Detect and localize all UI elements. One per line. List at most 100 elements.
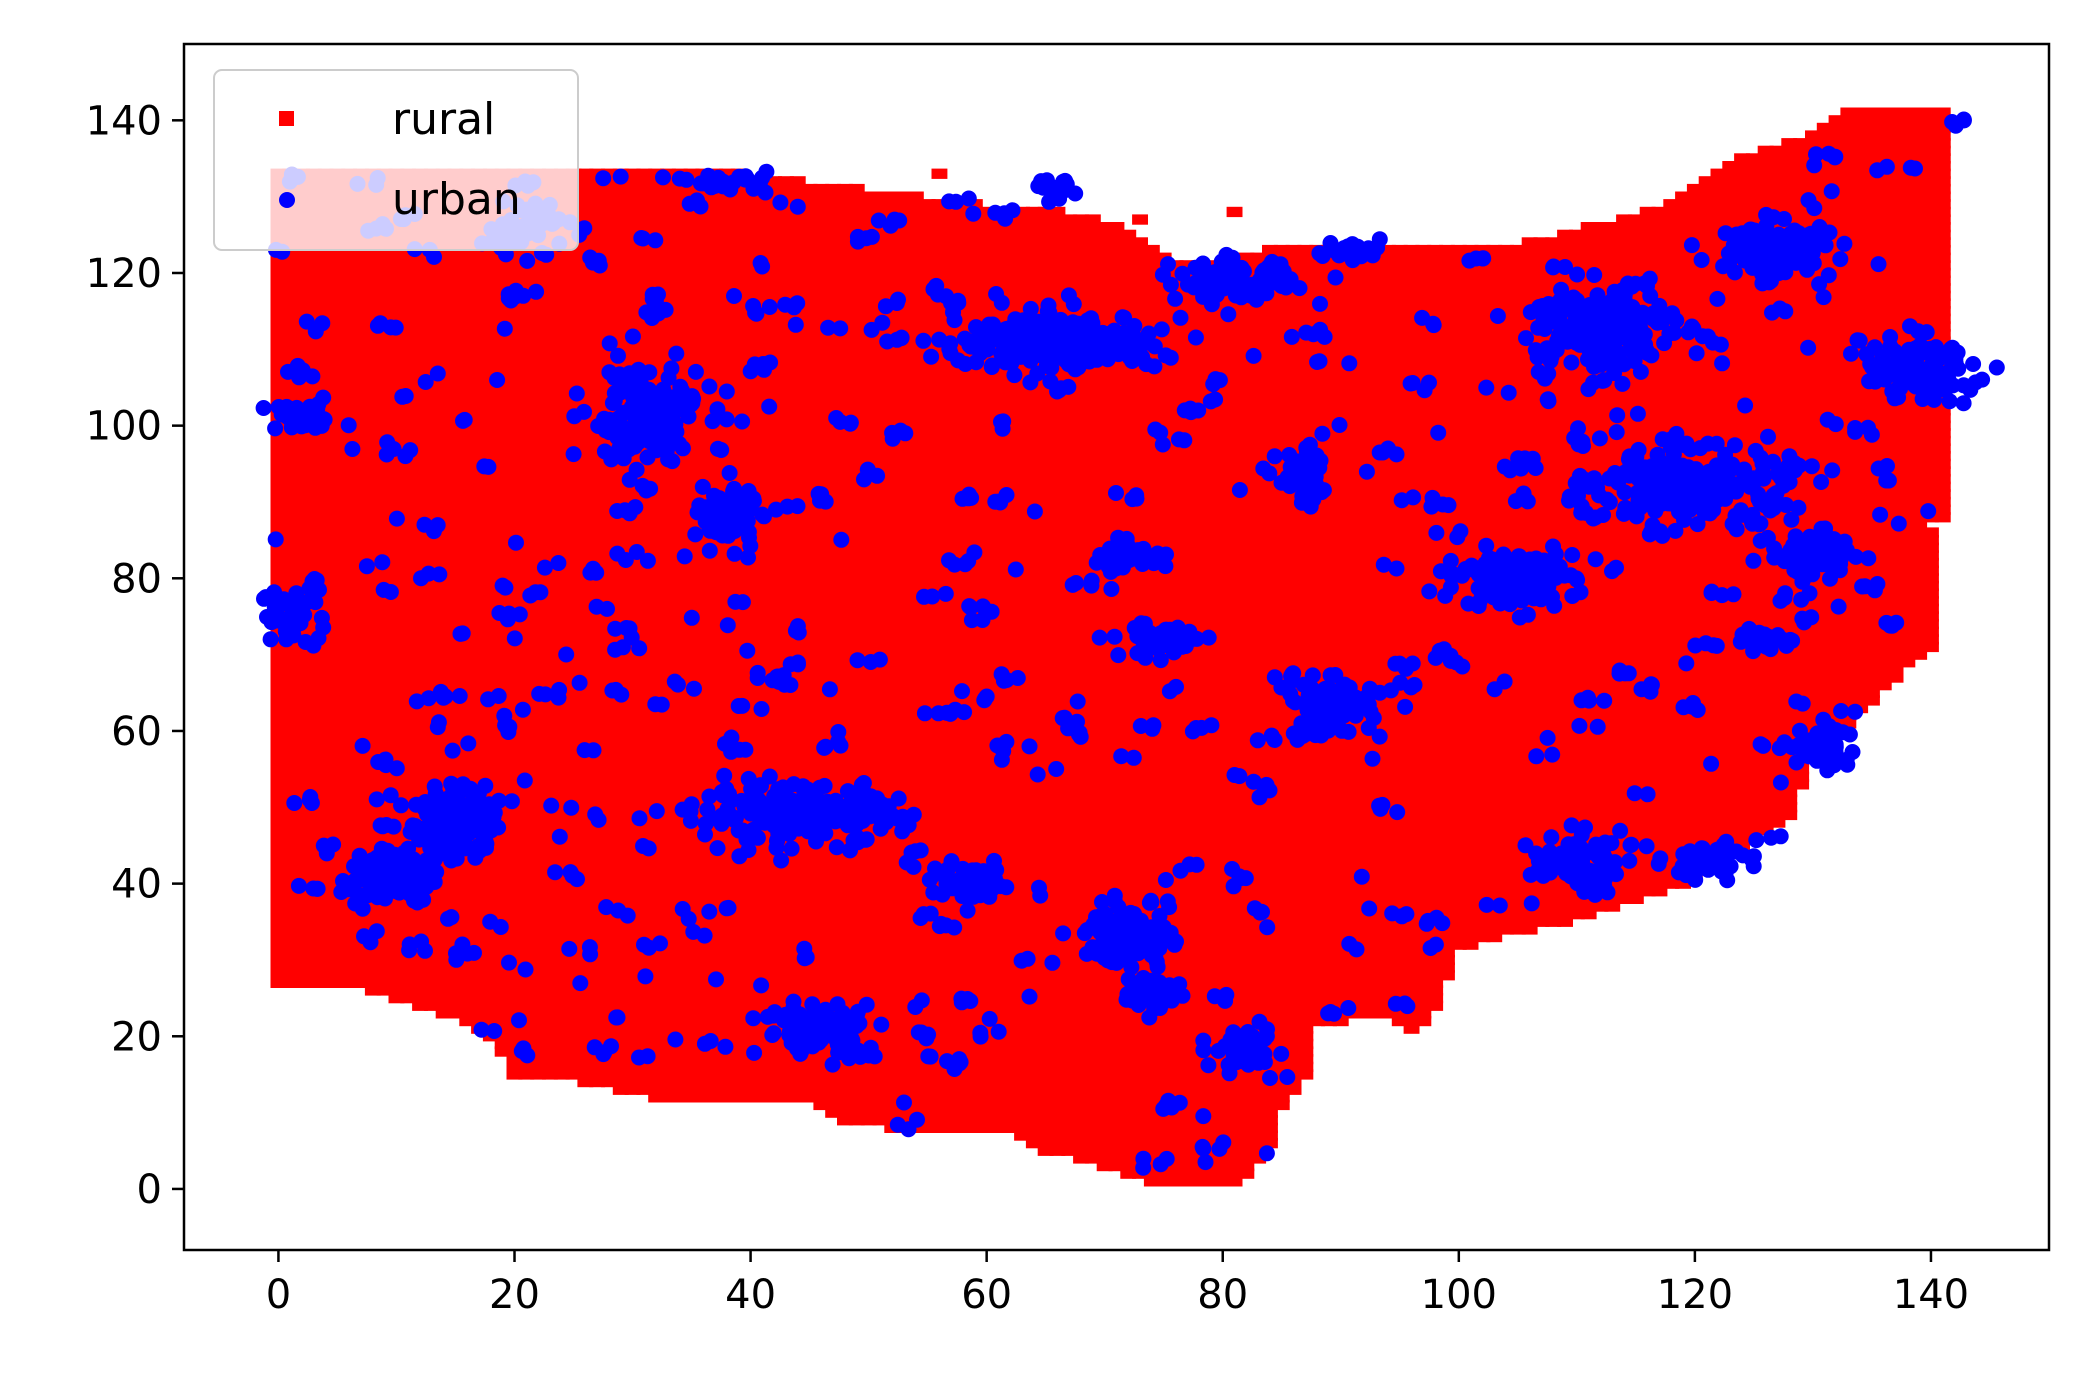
rural-point-1562 — [435, 611, 452, 622]
rural-point-137 — [282, 748, 299, 759]
rural-point-441 — [317, 878, 334, 889]
rural-point-1584 — [435, 443, 452, 454]
rural-point-709 — [341, 466, 358, 477]
rural-point-520 — [317, 275, 334, 286]
rural-point-1404 — [423, 970, 440, 981]
rural-point-1211 — [400, 764, 417, 775]
rural-point-197 — [282, 290, 299, 301]
rural-point-37 — [270, 695, 287, 706]
rural-point-1479 — [423, 397, 440, 408]
rural-point-86 — [270, 321, 287, 332]
rural-point-936 — [364, 374, 381, 385]
rural-point-929 — [364, 428, 381, 439]
rural-point-1583 — [435, 451, 452, 462]
rural-point-1852 — [471, 962, 487, 973]
rural-point-818 — [353, 451, 369, 462]
rural-point-336 — [305, 863, 322, 874]
rural-point-920 — [364, 496, 381, 508]
rural-point-175 — [282, 458, 299, 469]
rural-point-1622 — [447, 1000, 464, 1011]
rural-point-701 — [341, 527, 358, 538]
rural-point-734 — [341, 275, 358, 286]
rural-point-616 — [329, 359, 346, 370]
rural-point-1157 — [388, 344, 405, 355]
rural-point-620 — [329, 328, 346, 340]
rural-point-1798 — [459, 512, 476, 523]
rural-point-1004 — [376, 680, 393, 691]
rural-point-793 — [353, 641, 369, 653]
rural-point-1439 — [423, 702, 440, 714]
rural-point-938 — [364, 359, 381, 370]
rural-point-248 — [294, 718, 310, 729]
rural-point-832 — [353, 344, 369, 355]
rural-point-1445 — [423, 657, 440, 668]
rural-point-1784 — [459, 618, 476, 630]
rural-point-1822 — [459, 328, 476, 340]
rural-point-909 — [364, 580, 381, 592]
rural-point-1193 — [400, 901, 417, 912]
rural-point-952 — [364, 252, 381, 263]
rural-point-1666 — [447, 664, 464, 675]
rural-point-481 — [317, 573, 334, 584]
rural-point-484 — [317, 550, 334, 561]
rural-point-964 — [376, 985, 393, 996]
rural-point-174 — [282, 466, 299, 477]
rural-point-469 — [317, 664, 334, 675]
rural-point-1000 — [376, 710, 393, 721]
rural-point-1107 — [388, 725, 405, 737]
rural-point-1652 — [447, 771, 464, 782]
rural-point-720 — [341, 382, 358, 393]
rural-point-1165 — [388, 283, 405, 294]
rural-point-1278 — [400, 252, 417, 263]
rural-point-486 — [317, 535, 334, 546]
rural-point-339 — [305, 840, 322, 851]
rural-point-1350 — [412, 542, 428, 553]
rural-point-350 — [305, 756, 322, 767]
rural-point-498 — [317, 443, 334, 454]
rural-point-1270 — [400, 313, 417, 324]
rural-point-689 — [341, 618, 358, 630]
rural-point-1808 — [459, 435, 476, 447]
rural-point-1338 — [412, 634, 428, 645]
rural-point-1850 — [471, 977, 487, 988]
rural-point-1743 — [459, 931, 476, 943]
rural-point-1323 — [412, 748, 428, 759]
rural-point-614 — [329, 374, 346, 385]
rural-point-887 — [364, 748, 381, 759]
rural-point-1302 — [412, 909, 428, 920]
rural-point-457 — [317, 756, 334, 767]
rural-point-1158 — [388, 336, 405, 347]
rural-point-1383 — [412, 290, 428, 301]
rural-point-1849 — [471, 985, 487, 996]
rural-point-61 — [270, 512, 287, 523]
rural-point-908 — [364, 588, 381, 599]
rural-point-770 — [353, 817, 369, 828]
rural-point-523 — [317, 252, 334, 263]
rural-point-559 — [329, 794, 346, 805]
rural-point-1028 — [376, 496, 393, 508]
rural-point-915 — [364, 535, 381, 546]
rural-point-828 — [353, 374, 369, 385]
rural-point-1185 — [400, 962, 417, 973]
rural-point-1452 — [423, 603, 440, 614]
rural-point-326 — [305, 939, 322, 950]
rural-point-1751 — [459, 870, 476, 882]
rural-point-1220 — [400, 695, 417, 706]
rural-point-1075 — [388, 970, 405, 981]
rural-point-1780 — [459, 649, 476, 660]
rural-point-1668 — [447, 649, 464, 660]
rural-point-1672 — [447, 618, 464, 630]
rural-point-816 — [353, 466, 369, 477]
rural-point-626 — [329, 283, 346, 294]
rural-point-280 — [294, 473, 310, 485]
rural-point-230 — [294, 855, 310, 866]
rural-point-340 — [305, 832, 322, 843]
rural-point-503 — [317, 405, 334, 416]
rural-point-297 — [294, 344, 310, 355]
rural-point-42 — [270, 657, 287, 668]
rural-point-1772 — [459, 710, 476, 721]
rural-point-439 — [317, 893, 334, 904]
rural-point-271 — [294, 542, 310, 553]
rural-point-1444 — [423, 664, 440, 675]
rural-point-842 — [353, 267, 369, 279]
